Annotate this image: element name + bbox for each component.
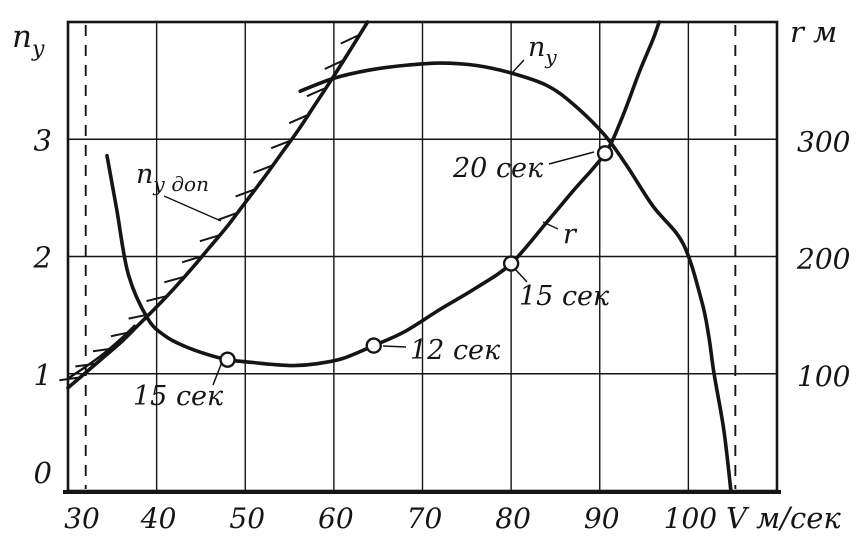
hatch-mark <box>270 139 292 150</box>
hatch-mark <box>253 164 274 174</box>
y-right-axis-title: r м <box>790 15 837 49</box>
x-tick-70: 70 <box>407 502 443 535</box>
t15r-leader <box>514 268 528 283</box>
y-right-tick-300: 300 <box>797 125 850 158</box>
plot-border <box>63 20 781 494</box>
n_u_available-curve <box>298 61 733 493</box>
x-tick-60: 60 <box>318 502 354 535</box>
hatch-mark <box>306 86 327 98</box>
nydop-label-sub: у доп <box>152 172 209 196</box>
hatch-mark <box>340 33 361 45</box>
x-axis-title: V м/сек <box>726 501 841 535</box>
nydop-label-leader <box>163 195 222 222</box>
y-left-tick-3: 3 <box>34 123 52 157</box>
y-right-tick-100: 100 <box>797 360 850 393</box>
x-tick-100: 100 <box>664 502 717 535</box>
ny-label-main: n <box>528 32 545 63</box>
ny-label-sub: у <box>544 45 557 69</box>
y-left-tick-2: 2 <box>33 241 52 275</box>
r-label-leader <box>542 221 559 230</box>
hatch-mark <box>164 275 185 284</box>
y-right-tick-200: 200 <box>796 243 850 276</box>
t15r: 15 сек <box>519 281 610 312</box>
tick-labels: 30 40 50 60 70 80 90 100 0 1 2 3 100 200 300 <box>33 123 851 535</box>
y-left-tick-1: 1 <box>34 358 52 392</box>
x-tick-80: 80 <box>495 502 531 535</box>
ny-label: nу <box>528 32 557 69</box>
marker-12-сек-1 <box>365 337 382 354</box>
ny-label-leader <box>510 59 525 75</box>
hatch-mark <box>199 234 221 243</box>
nydop-label: nу доп <box>136 159 209 196</box>
t12: 12 сек <box>410 335 501 366</box>
x-tick-90: 90 <box>584 502 620 535</box>
y-left-title-main: n <box>12 19 32 55</box>
marker-15-сек-0 <box>219 351 236 368</box>
t12-leader <box>382 345 407 348</box>
x-tick-40: 40 <box>140 502 177 535</box>
r-label: r <box>563 219 578 250</box>
hatch-mark <box>324 59 345 70</box>
y-left-title-sub: у <box>31 37 45 62</box>
hatch-mark <box>59 376 81 382</box>
time-point-markers <box>219 145 614 368</box>
hatch-mark <box>181 255 203 264</box>
axis-titles: nуr мV м/сек <box>12 15 841 535</box>
n_u_dop_limit-curve <box>66 20 370 390</box>
marker-20-сек-3 <box>596 145 614 162</box>
nydop-label-main: n <box>136 159 153 190</box>
y-left-axis-title: nу <box>12 19 45 62</box>
dashed-limit-lines <box>84 25 737 489</box>
n_u_left_tail-curve <box>66 324 136 380</box>
t20-leader <box>548 151 595 165</box>
gridlines <box>68 22 777 491</box>
hatch-mark <box>217 211 238 221</box>
hatch-mark <box>146 295 168 303</box>
hatch-mark <box>75 362 97 368</box>
annotation-leaders <box>163 59 595 386</box>
t15l: 15 сек <box>133 381 224 412</box>
x-tick-30: 30 <box>64 502 100 535</box>
hatch-mark <box>288 113 309 125</box>
boundary-hatching <box>59 33 361 382</box>
x-tick-50: 50 <box>229 502 265 535</box>
marker-15-сек-2 <box>502 255 520 272</box>
t15l-leader <box>212 361 223 386</box>
y-left-tick-0: 0 <box>34 456 52 490</box>
hatch-mark <box>235 188 256 198</box>
t20: 20 сек <box>452 153 544 184</box>
